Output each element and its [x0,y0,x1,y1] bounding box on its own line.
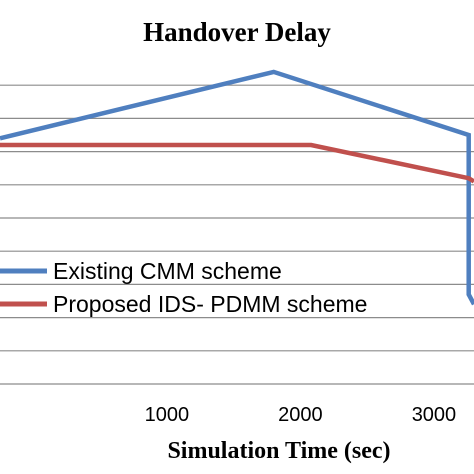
legend-label-proposed-ids-pdmm: Proposed IDS- PDMM scheme [53,291,367,317]
series-line-proposed-ids-pdmm [0,142,474,184]
legend-label-existing-cmm: Existing CMM scheme [53,258,282,284]
x-tick-label: 1000 [145,404,190,426]
series-line-existing-cmm [0,69,474,306]
x-tick-label: 3000 [412,404,457,426]
x-axis-label: Simulation Time (sec) [167,438,390,464]
series-lines [0,69,474,306]
x-tick-labels: 1000 2000 3000 [145,404,457,426]
chart-title: Handover Delay [143,17,331,47]
x-tick-label: 2000 [278,404,323,426]
legend: Existing CMM scheme Proposed IDS- PDMM s… [0,258,367,317]
grid [0,84,474,385]
